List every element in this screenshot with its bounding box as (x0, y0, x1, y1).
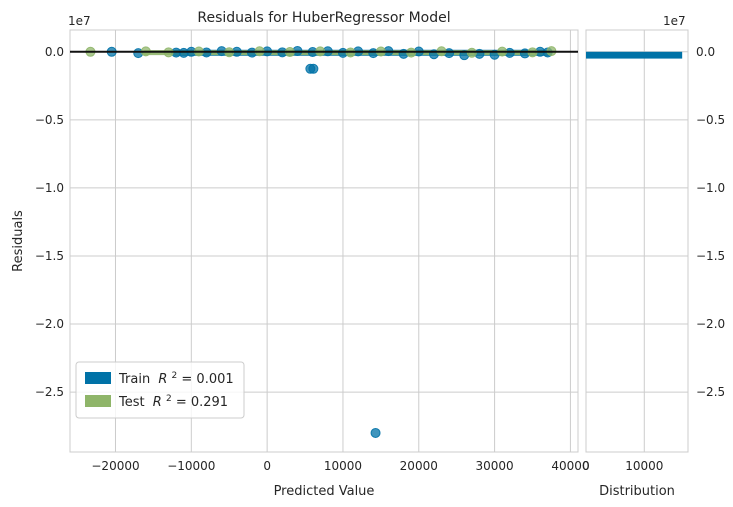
x-tick-label: 20000 (400, 459, 438, 473)
y-tick-label: 0.0 (45, 45, 64, 59)
y-tick-label: −2.0 (35, 317, 64, 331)
x-tick-label: −20000 (91, 459, 139, 473)
distribution-y-tick-label: 0.0 (696, 45, 715, 59)
distribution-plot-area (585, 29, 689, 453)
legend-label-train-r: R (158, 372, 167, 387)
y-axis-label: Residuals (11, 210, 26, 272)
legend-label-test-value: = 0.291 (176, 395, 228, 410)
distribution-y-tick-labels: 0.0 −0.5 −1.0 −1.5 −2.0 −2.5 (696, 45, 725, 399)
legend-label-train-name: Train (118, 372, 150, 387)
distribution-x-tick-label: 10000 (625, 459, 663, 473)
x-tick-label: −10000 (167, 459, 215, 473)
legend-label-test: Test R 2 = 0.291 (118, 394, 228, 410)
legend-label-train-value: = 0.001 (181, 372, 233, 387)
y-tick-label: −2.5 (35, 385, 64, 399)
distribution-panel: 1e7 0 10000 0.0 −0.5 −1.0 −1.5 −2.0 −2.5 Distr… (582, 14, 725, 499)
x-tick-label: 40000 (551, 459, 589, 473)
distribution-bars (586, 51, 683, 59)
legend-label-train-exp: 2 (172, 371, 178, 381)
x-tick-label: 0 (263, 459, 271, 473)
legend-label-test-name: Test (118, 395, 145, 410)
train-point (370, 427, 381, 438)
y-tick-labels: 0.0 −0.5 −1.0 −1.5 −2.0 −2.5 (35, 45, 64, 399)
legend-swatch-train (85, 372, 111, 384)
y-tick-label: −0.5 (35, 113, 64, 127)
chart-title: Residuals for HuberRegressor Model (197, 10, 450, 26)
y-tick-label: −1.5 (35, 249, 64, 263)
legend-label-train: Train R 2 = 0.001 (118, 371, 234, 387)
distribution-y-tick-label: −0.5 (696, 113, 725, 127)
x-tick-labels: −20000 −10000 0 10000 20000 30000 40000 (91, 459, 589, 473)
distribution-offset-label: 1e7 (663, 14, 686, 28)
legend-box (75, 361, 245, 419)
train-point (308, 63, 319, 74)
x-tick-label: 30000 (476, 459, 514, 473)
residuals-scatter-panel: Residuals for HuberRegressor Model 1e7 −… (11, 10, 590, 499)
distribution-y-tick-label: −2.5 (696, 385, 725, 399)
legend-label-test-r: R (153, 395, 162, 410)
distribution-bar (586, 51, 683, 59)
distribution-y-tick-label: −2.0 (696, 317, 725, 331)
x-tick-label: 10000 (324, 459, 362, 473)
legend-label-test-exp: 2 (166, 394, 172, 404)
x-axis-label: Predicted Value (274, 484, 375, 499)
distribution-x-tick-label: 0 (582, 459, 590, 473)
distribution-x-axis-label: Distribution (599, 484, 675, 499)
legend: Train R 2 = 0.001 Test R 2 = 0.291 (75, 361, 245, 419)
y-tick-label: −1.0 (35, 181, 64, 195)
y-axis-offset-label: 1e7 (68, 14, 91, 28)
legend-swatch-test (85, 395, 111, 407)
distribution-x-tick-labels: 0 10000 (582, 459, 663, 473)
distribution-y-tick-label: −1.0 (696, 181, 725, 195)
distribution-y-tick-label: −1.5 (696, 249, 725, 263)
